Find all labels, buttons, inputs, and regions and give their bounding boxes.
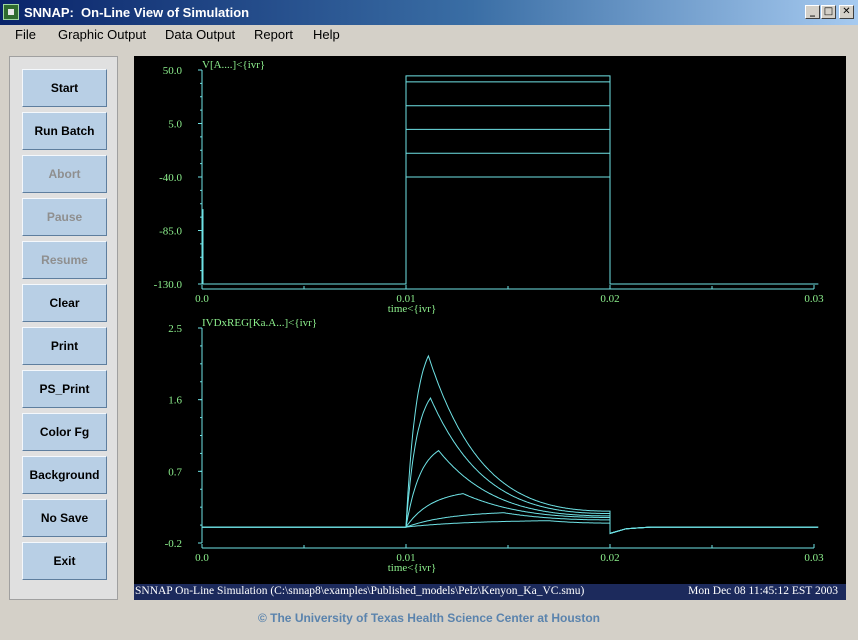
- chart-1-series-0: [202, 354, 819, 535]
- color-fg-button[interactable]: Color Fg: [22, 413, 107, 451]
- chart-0-series-3: [202, 105, 819, 285]
- chart-1-series-2: [202, 449, 819, 535]
- chart-0-series-0: [202, 176, 819, 285]
- chart-0-x-axis-label: time<{ivr}: [388, 303, 437, 315]
- menu-file[interactable]: File: [15, 27, 36, 42]
- start-button[interactable]: Start: [22, 69, 107, 107]
- menu-report[interactable]: Report: [254, 27, 294, 42]
- chart-1-series-1: [202, 397, 819, 535]
- app-icon: [3, 4, 19, 20]
- chart-0-series-1: [202, 152, 819, 285]
- status-bar: SNNAP On-Line Simulation (C:\snnap8\exam…: [134, 584, 846, 600]
- chart-1-y-tick-label: 0.7: [168, 466, 182, 478]
- chart-1-series-3: [202, 493, 819, 535]
- chart-1-y-tick-label: -0.2: [165, 538, 182, 550]
- clear-button[interactable]: Clear: [22, 284, 107, 322]
- chart-0-series-4: [202, 81, 819, 285]
- exit-button[interactable]: Exit: [22, 542, 107, 580]
- print-button[interactable]: Print: [22, 327, 107, 365]
- close-button[interactable]: ✕: [839, 5, 854, 19]
- chart-1-x-tick-label: 0.03: [804, 552, 824, 564]
- run-batch-button[interactable]: Run Batch: [22, 112, 107, 150]
- chart-0-x-tick-label: 0.0: [195, 293, 209, 305]
- title-bar: SNNAP: On-Line View of Simulation _ □ ✕: [0, 0, 858, 25]
- chart-0-title: V[A....]<{ivr}: [202, 59, 265, 71]
- footer-copyright: © The University of Texas Health Science…: [257, 611, 601, 625]
- chart-1-series-5: [202, 520, 819, 535]
- no-save-button[interactable]: No Save: [22, 499, 107, 537]
- chart-1-series-4: [202, 512, 819, 535]
- chart-0-x-tick-label: 0.03: [804, 293, 824, 305]
- resume-button[interactable]: Resume: [22, 241, 107, 279]
- chart-0-x-tick-label: 0.01: [396, 293, 415, 305]
- chart-1-y-tick-label: 1.6: [168, 395, 182, 407]
- chart-0-series-5: [202, 75, 819, 285]
- chart-0-x-tick-label: 0.02: [600, 293, 619, 305]
- chart-1-x-tick-label: 0.02: [600, 552, 619, 564]
- simulation-plots: V[A....]<{ivr} 50.0 5.0 -40.0 -85.0 -130.0 0.0…: [154, 59, 825, 574]
- menu-help[interactable]: Help: [313, 27, 340, 42]
- status-timestamp: Mon Dec 08 11:45:12 EST 2003: [688, 585, 838, 597]
- chart-0-y-tick-label: -40.0: [159, 172, 182, 184]
- chart-0-series-2: [202, 128, 819, 285]
- menu-bar: File Graphic Output Data Output Report H…: [0, 25, 858, 45]
- chart-0-y-tick-label: -130.0: [154, 279, 183, 291]
- menu-data-output[interactable]: Data Output: [165, 27, 236, 42]
- window-title: SNNAP: On-Line View of Simulation: [24, 5, 250, 20]
- chart-1-title: IVDxREG[Ka.A...]<{ivr}: [202, 317, 317, 329]
- minimize-button[interactable]: _: [805, 5, 820, 19]
- plot-area: V[A....]<{ivr} 50.0 5.0 -40.0 -85.0 -130.0 0.0…: [134, 56, 846, 600]
- status-file-path: SNNAP On-Line Simulation (C:\snnap8\exam…: [135, 585, 585, 597]
- chart-1-y-tick-label: 2.5: [168, 323, 182, 335]
- chart-1-x-tick-label: 0.01: [396, 552, 415, 564]
- chart-1-x-axis-label: time<{ivr}: [388, 562, 437, 574]
- chart-0-y-tick-label: -85.0: [159, 226, 182, 238]
- maximize-button[interactable]: □: [821, 5, 836, 19]
- pause-button[interactable]: Pause: [22, 198, 107, 236]
- chart-1-x-tick-label: 0.0: [195, 552, 209, 564]
- background-button[interactable]: Background: [22, 456, 107, 494]
- abort-button[interactable]: Abort: [22, 155, 107, 193]
- ps-print-button[interactable]: PS_Print: [22, 370, 107, 408]
- menu-graphic-output[interactable]: Graphic Output: [58, 27, 147, 42]
- chart-0-y-tick-label: 50.0: [163, 65, 183, 77]
- chart-0-y-tick-label: 5.0: [168, 119, 182, 131]
